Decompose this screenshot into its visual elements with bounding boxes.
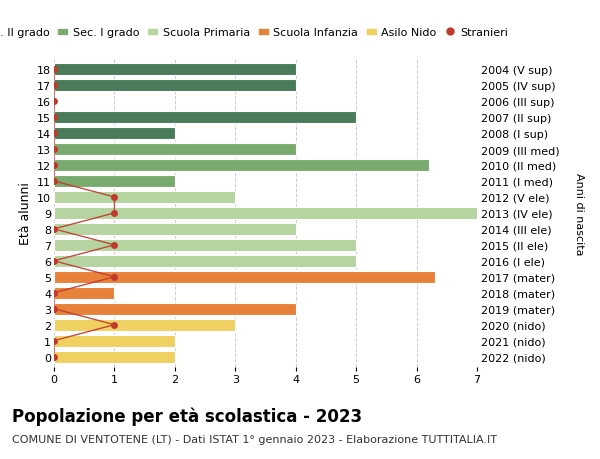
Bar <box>54 160 428 172</box>
Bar <box>54 191 235 203</box>
Bar <box>54 144 296 156</box>
Bar <box>54 319 235 331</box>
Bar <box>54 176 175 188</box>
Bar <box>54 112 356 124</box>
Bar <box>54 80 296 92</box>
Bar <box>54 128 175 140</box>
Bar <box>54 351 175 363</box>
Bar <box>54 303 296 315</box>
Bar <box>54 239 356 251</box>
Bar <box>54 271 434 283</box>
Bar <box>54 335 175 347</box>
Bar <box>54 255 356 267</box>
Bar <box>54 224 296 235</box>
Legend: Sec. II grado, Sec. I grado, Scuola Primaria, Scuola Infanzia, Asilo Nido, Stran: Sec. II grado, Sec. I grado, Scuola Prim… <box>0 28 508 38</box>
Text: COMUNE DI VENTOTENE (LT) - Dati ISTAT 1° gennaio 2023 - Elaborazione TUTTITALIA.: COMUNE DI VENTOTENE (LT) - Dati ISTAT 1°… <box>12 434 497 444</box>
Bar <box>54 64 296 76</box>
Bar <box>54 287 115 299</box>
Bar <box>54 207 495 219</box>
Y-axis label: Età alunni: Età alunni <box>19 182 32 245</box>
Text: Popolazione per età scolastica - 2023: Popolazione per età scolastica - 2023 <box>12 406 362 425</box>
Y-axis label: Anni di nascita: Anni di nascita <box>574 172 584 255</box>
